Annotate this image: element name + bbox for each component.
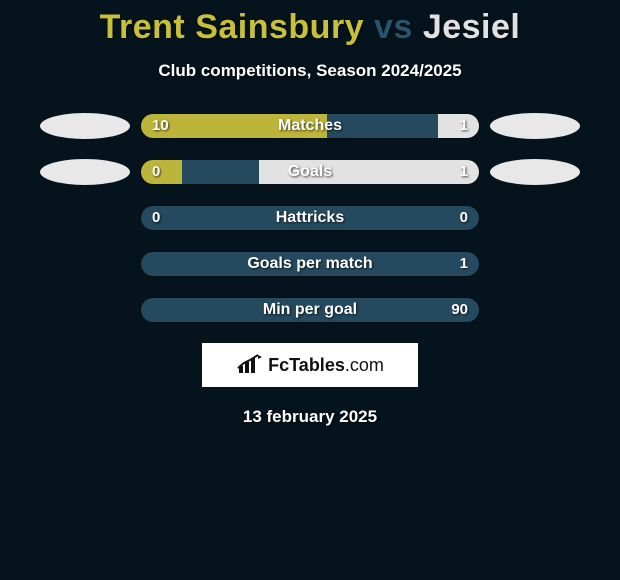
brand-text: FcTables.com xyxy=(268,355,384,376)
player2-badge xyxy=(490,159,580,185)
stat-row: Hattricks00 xyxy=(70,205,550,231)
bar-player1 xyxy=(141,160,182,184)
player2-badge xyxy=(490,113,580,139)
stat-bar xyxy=(140,251,480,277)
bar-player1 xyxy=(141,114,327,138)
brand-suffix: .com xyxy=(345,355,384,375)
snapshot-date: 13 february 2025 xyxy=(0,407,620,427)
subtitle: Club competitions, Season 2024/2025 xyxy=(0,61,620,81)
stat-row: Min per goal90 xyxy=(70,297,550,323)
stat-bar xyxy=(140,297,480,323)
bar-player2 xyxy=(259,160,479,184)
stat-bar xyxy=(140,159,480,185)
stat-bar xyxy=(140,205,480,231)
stat-rows-container: Matches101 Goals01 Hattricks00 Goals per ma… xyxy=(70,113,550,323)
player1-badge xyxy=(40,113,130,139)
brand-name: FcTables xyxy=(268,355,345,375)
player1-name: Trent Sainsbury xyxy=(100,8,364,46)
stat-row: Goals per match1 xyxy=(70,251,550,277)
player1-badge xyxy=(40,159,130,185)
bar-player2 xyxy=(438,114,479,138)
bar-neutral xyxy=(141,298,479,322)
bar-neutral xyxy=(141,252,479,276)
comparison-title: Trent Sainsbury vs Jesiel xyxy=(0,0,620,47)
brand-badge: FcTables.com xyxy=(202,343,418,387)
stat-bar xyxy=(140,113,480,139)
bar-neutral xyxy=(141,206,479,230)
brand-chart-icon xyxy=(236,354,264,376)
stat-row: Matches101 xyxy=(70,113,550,139)
vs-text: vs xyxy=(374,8,413,46)
stat-row: Goals01 xyxy=(70,159,550,185)
player2-name: Jesiel xyxy=(423,8,521,46)
